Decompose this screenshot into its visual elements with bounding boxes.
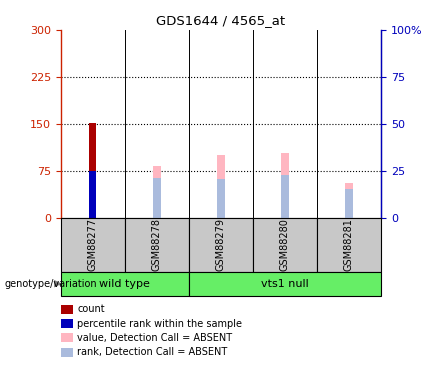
Text: count: count [77,304,105,314]
Polygon shape [54,280,62,287]
Bar [61,272,189,296]
Bar [281,175,289,217]
Bar [125,217,189,272]
Bar [90,123,96,218]
Text: GSM88279: GSM88279 [216,218,226,271]
Bar [281,153,289,218]
Title: GDS1644 / 4565_at: GDS1644 / 4565_at [156,15,285,27]
Bar [153,166,161,218]
Text: percentile rank within the sample: percentile rank within the sample [77,319,242,328]
Text: rank, Detection Call = ABSENT: rank, Detection Call = ABSENT [77,347,227,357]
Text: wild type: wild type [99,279,150,289]
Text: GSM88281: GSM88281 [344,218,354,271]
Bar [253,217,317,272]
Text: GSM88278: GSM88278 [152,218,162,271]
Bar [189,217,253,272]
Bar [217,155,225,218]
Bar [345,189,353,217]
Bar [61,217,125,272]
Text: GSM88277: GSM88277 [87,218,98,271]
Text: vts1 null: vts1 null [261,279,309,289]
Bar [317,217,381,272]
Text: genotype/variation: genotype/variation [4,279,97,289]
Bar [189,272,381,296]
Bar [345,183,353,218]
Bar [90,171,96,217]
Text: GSM88280: GSM88280 [280,218,290,271]
Bar [217,179,225,218]
Bar [153,178,161,218]
Text: value, Detection Call = ABSENT: value, Detection Call = ABSENT [77,333,232,343]
